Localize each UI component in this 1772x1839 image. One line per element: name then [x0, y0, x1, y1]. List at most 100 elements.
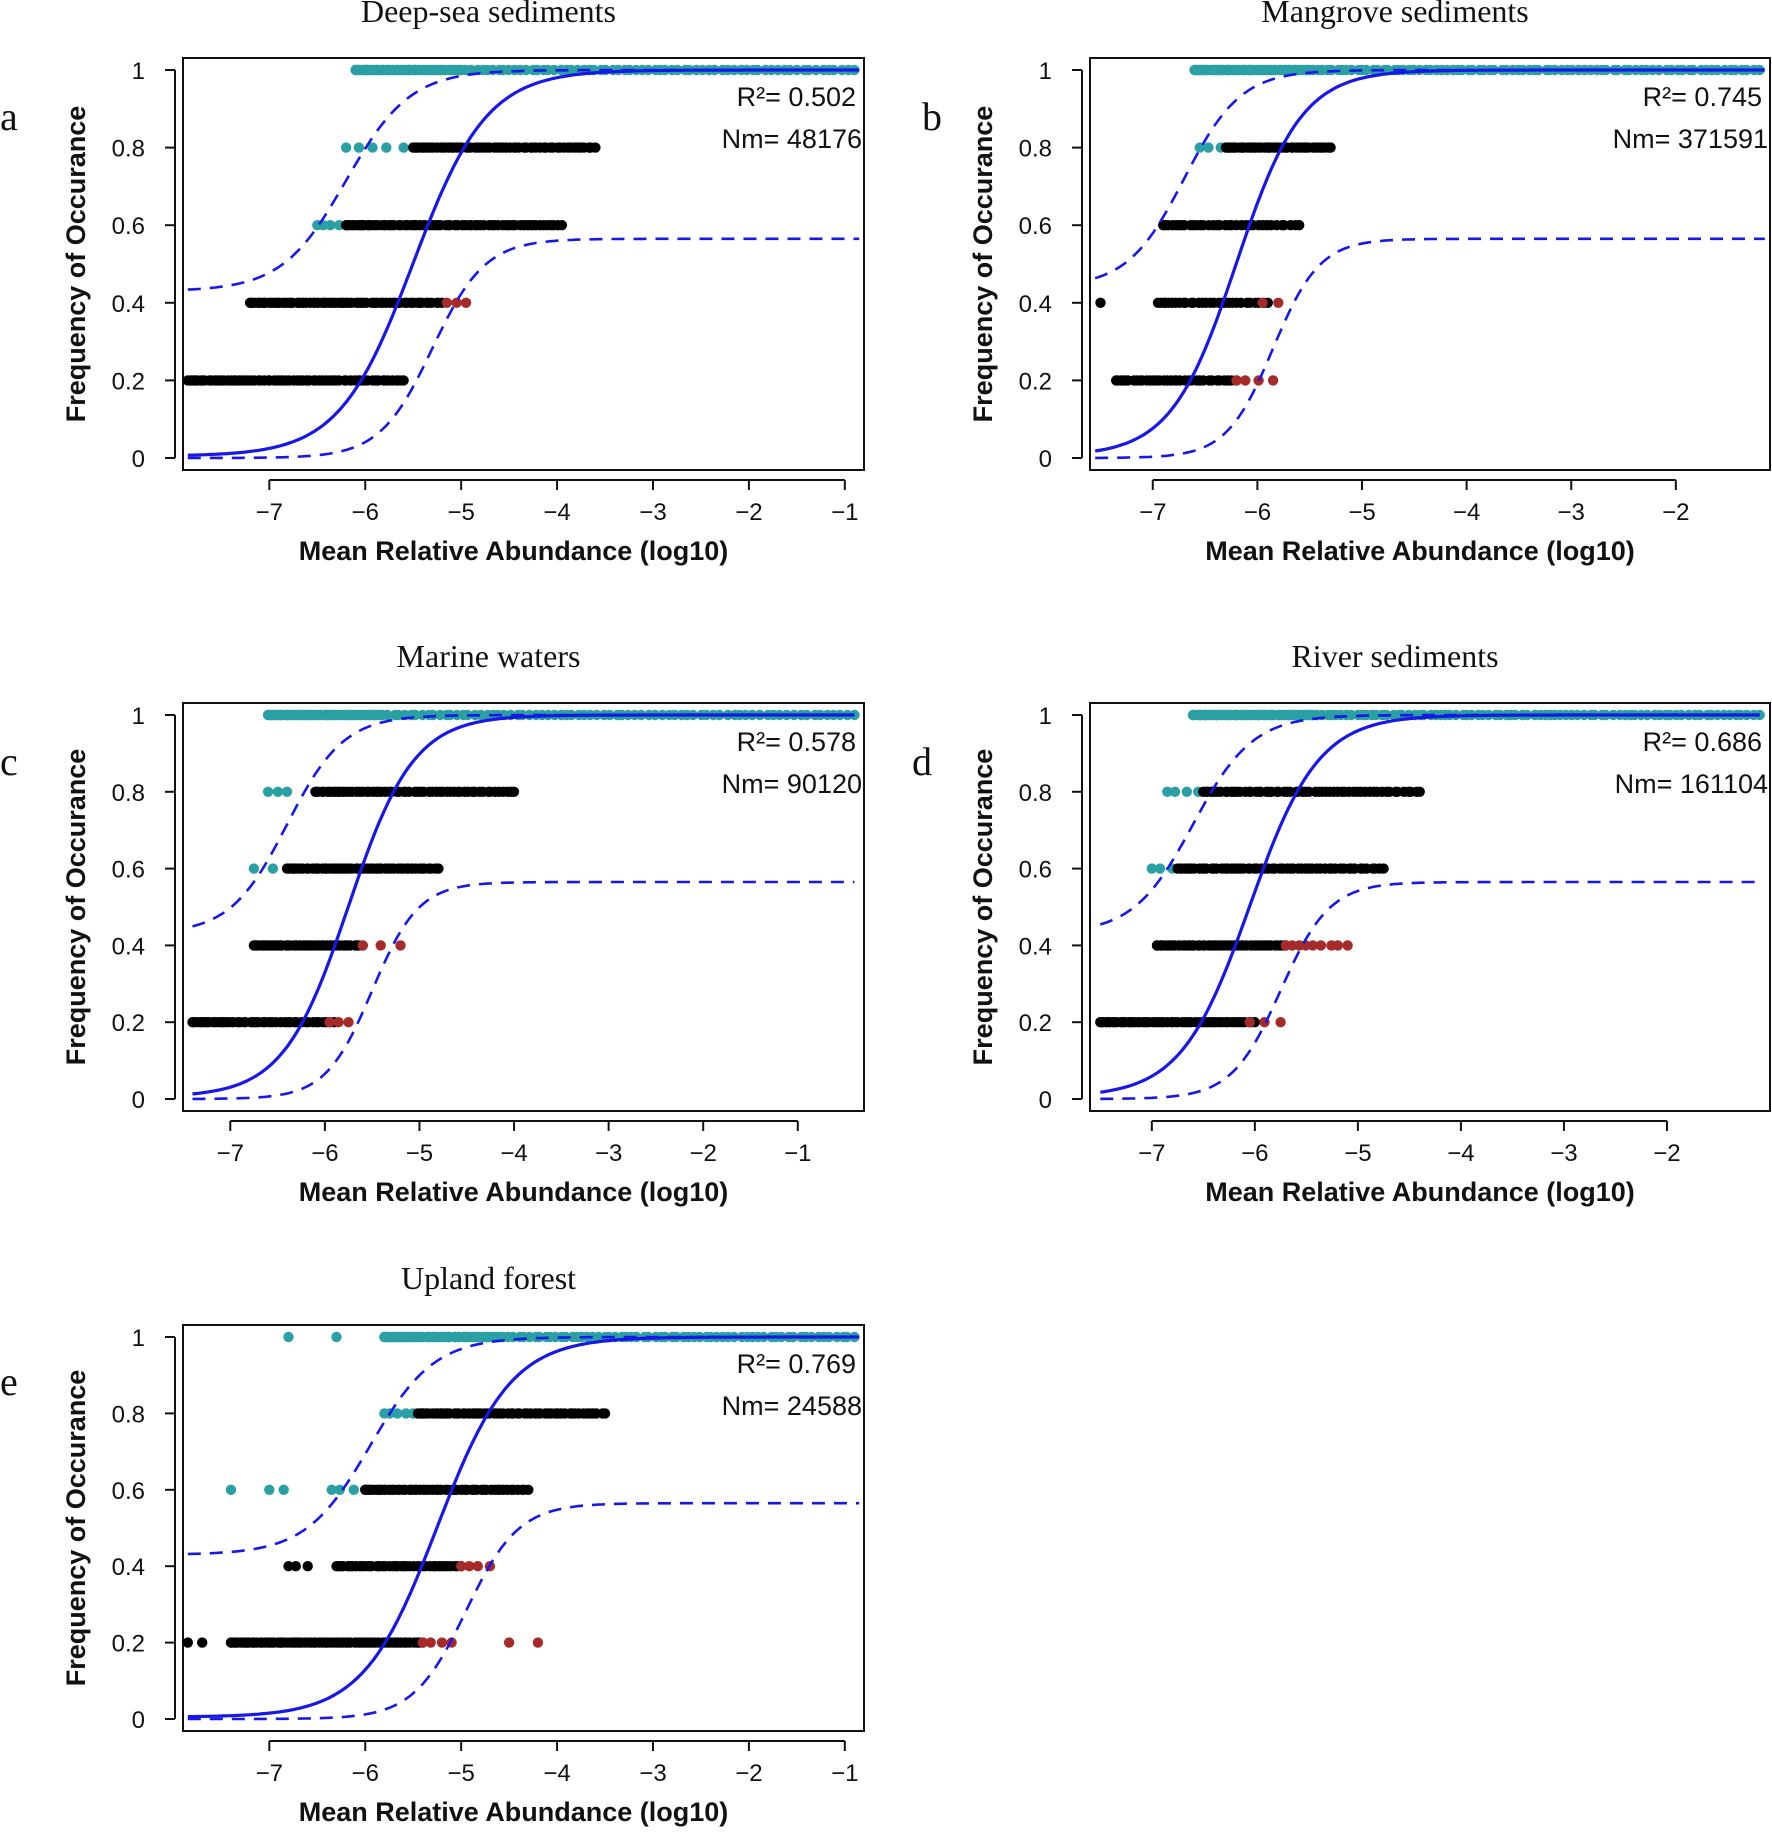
y-tick-label: 0 [132, 1087, 145, 1114]
plot-frame [182, 1324, 865, 1732]
y-tick-label: 0.6 [112, 1478, 145, 1505]
data-point [278, 1484, 289, 1496]
data-point [460, 297, 472, 308]
x-tick-label: −6 [352, 499, 379, 526]
y-tick-label: 0.6 [112, 857, 145, 884]
x-tick-label: −5 [406, 1140, 433, 1167]
data-point [417, 1637, 428, 1648]
data-point [1307, 940, 1319, 951]
data-point [281, 786, 293, 797]
data-point [1194, 142, 1206, 153]
data-point [398, 375, 409, 386]
x-axis-label: Mean Relative Abundance (log10) [299, 1177, 729, 1207]
data-point [1273, 297, 1284, 308]
plot-frame [1089, 702, 1771, 1112]
data-point [599, 1408, 611, 1419]
panel-letter: d [912, 739, 932, 784]
y-tick-label: 0.8 [112, 780, 145, 807]
x-axis-label: Mean Relative Abundance (log10) [299, 1797, 729, 1827]
data-point [1169, 786, 1181, 797]
x-tick-label: −5 [1348, 499, 1375, 526]
data-point [290, 1561, 301, 1572]
r-squared-text: R²= 0.686 [1643, 727, 1762, 757]
data-point [398, 142, 409, 153]
neutral-fit-line [1094, 68, 1765, 453]
data-point [1257, 297, 1268, 308]
data-point [1325, 142, 1336, 153]
points-layer [1095, 709, 1765, 1028]
data-point [197, 1637, 208, 1648]
data-point [325, 220, 336, 231]
y-tick-label: 0.6 [112, 213, 145, 240]
panel-c: Marine waters c −7 −6 −5 −4 −3 −2 −1 0 0.2 0.4 0.6 0.… [0, 638, 865, 1207]
data-point [348, 1484, 359, 1496]
plot-frame [1089, 57, 1771, 471]
data-point [523, 1484, 534, 1496]
x-tick-label: −4 [543, 1760, 570, 1787]
data-point [182, 1637, 193, 1648]
lower-prediction-line [187, 1501, 860, 1721]
data-point [1154, 863, 1166, 874]
y-axis-label: Frequency of Occurance [968, 749, 998, 1066]
lower-prediction-line [192, 880, 855, 1101]
panel-e: Upland forest e −7 −6 −5 −4 −3 −2 −1 0 0.2 0.4 0.6 0.… [0, 1260, 865, 1827]
neutral-fit-line [187, 68, 860, 457]
x-tick-label: −4 [543, 499, 570, 526]
y-tick-label: 0 [1039, 446, 1052, 473]
x-tick-label: −3 [1550, 1140, 1577, 1167]
data-point [456, 64, 467, 76]
data-point [395, 940, 406, 951]
data-point [283, 1561, 294, 1572]
data-point [464, 1561, 475, 1572]
x-tick-label: −7 [217, 1140, 244, 1167]
data-point [1294, 220, 1305, 231]
x-tick-label: −1 [831, 1760, 858, 1787]
y-tick-label: 0.4 [112, 291, 145, 318]
y-tick-label: 1 [132, 703, 145, 730]
x-tick-label: −3 [1558, 499, 1585, 526]
data-point [248, 863, 260, 874]
neutral-fit-line [1100, 713, 1760, 1094]
x-tick-label: −3 [639, 1760, 666, 1787]
data-point [1244, 1017, 1255, 1028]
x-tick-label: −5 [447, 499, 474, 526]
nm-text: Nm= 24588 [722, 1391, 862, 1421]
panel-title: Marine waters [397, 638, 581, 674]
data-point [1332, 940, 1344, 951]
data-point [456, 1561, 467, 1572]
y-tick-label: 0.2 [112, 1010, 145, 1037]
y-axis-label: Frequency of Occurance [61, 106, 91, 423]
y-tick-label: 0.2 [1019, 368, 1052, 395]
data-point [353, 142, 365, 153]
data-point [1240, 375, 1251, 386]
x-tick-label: −5 [1344, 1140, 1371, 1167]
data-point [1203, 142, 1214, 153]
y-tick-label: 1 [132, 1325, 145, 1352]
y-tick-label: 0.2 [112, 368, 145, 395]
data-point [392, 1408, 403, 1419]
x-tick-label: −3 [595, 1140, 622, 1167]
data-point [376, 709, 387, 721]
data-point [375, 940, 386, 951]
y-tick-label: 0.4 [112, 933, 145, 960]
data-point [590, 142, 601, 153]
x-tick-label: −1 [784, 1140, 811, 1167]
panel-title: Upland forest [401, 1260, 576, 1296]
panel-a: Deep-sea sediments a −7 −6 −5 −4 −3 −2 −1 0 0.2 0.4… [0, 0, 865, 566]
y-tick-label: 1 [1039, 58, 1052, 85]
x-tick-label: −7 [256, 499, 283, 526]
data-point [1267, 375, 1279, 386]
data-point [334, 1484, 345, 1496]
panel-letter: c [0, 739, 18, 784]
y-tick-label: 0.8 [1019, 136, 1052, 163]
x-tick-label: −3 [639, 499, 666, 526]
data-point [264, 1484, 275, 1496]
x-tick-label: −2 [1653, 1140, 1680, 1167]
x-tick-label: −7 [256, 1760, 283, 1787]
data-point [267, 863, 279, 874]
y-tick-label: 0 [132, 1707, 145, 1734]
data-point [333, 1017, 344, 1028]
data-point [425, 1637, 436, 1648]
data-point [343, 1017, 354, 1028]
x-tick-label: −4 [1453, 499, 1480, 526]
